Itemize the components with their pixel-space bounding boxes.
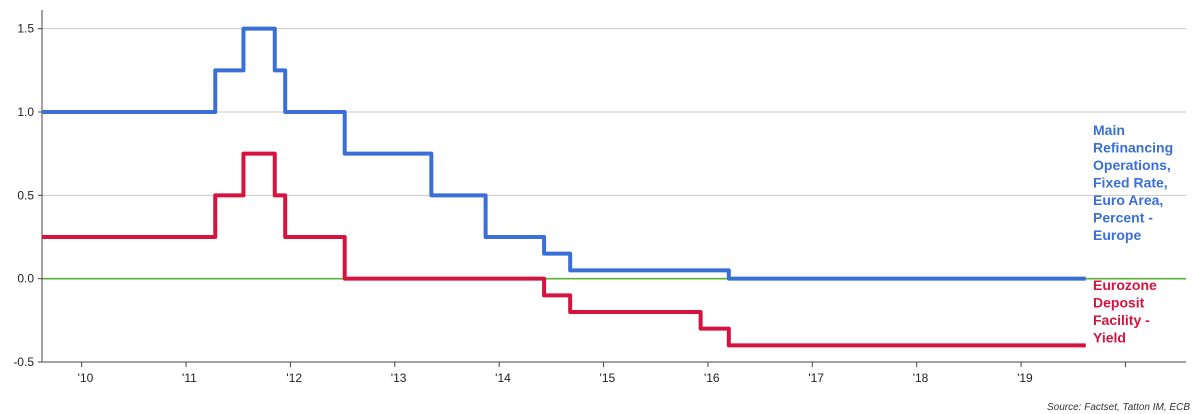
series-label-line: Eurozone [1093,277,1157,293]
series-line-1 [42,26,1086,281]
series-label-2: Eurozone Deposit Facility - Yield [1093,277,1157,346]
x-tick-label: '11 [182,371,197,385]
y-tick-labels: -0.5 0.0 0.5 1.0 1.5 [13,22,34,369]
series-label-line: Fixed Rate, [1093,175,1168,191]
x-tick-label: '19 [1017,371,1033,385]
x-tick-label: '15 [600,371,616,385]
series-lines [42,26,1086,348]
y-tick-label: 0.5 [17,188,34,202]
series-line-2 [42,151,1086,348]
series-label-line: Europe [1093,227,1141,243]
source-note: Source: Factset, Tatton IM, ECB [1047,402,1190,413]
series-label-1: Main Refinancing Operations, Fixed Rate, Eur… [1093,122,1173,243]
x-tick-label: '18 [913,371,929,385]
x-tick-label: '10 [78,371,94,385]
series-label-line: Main [1093,122,1125,138]
series-label-line: Euro Area, [1093,192,1163,208]
x-tick-label: '12 [286,371,302,385]
series-label-line: Deposit [1093,295,1145,311]
axes [38,10,1186,367]
y-tick-label: 1.5 [17,22,34,36]
x-tick-labels: '10 '11 '12 '13 '14 '15 '16 '17 '18 '19 [78,371,1033,385]
series-labels: Main Refinancing Operations, Fixed Rate, Eur… [1093,122,1173,346]
x-tick-label: '16 [704,371,720,385]
y-tick-label: 0.0 [17,272,34,286]
series-label-line: Refinancing [1093,140,1173,156]
y-tick-label: 1.0 [17,105,34,119]
x-tick-label: '14 [495,371,511,385]
series-label-line: Percent - [1093,210,1153,226]
x-tick-label: '17 [808,371,824,385]
series-label-line: Facility - [1093,312,1150,328]
x-tick-label: '13 [391,371,407,385]
y-tick-label: -0.5 [13,355,34,369]
series-label-line: Yield [1093,330,1126,346]
series-label-line: Operations, [1093,157,1171,173]
